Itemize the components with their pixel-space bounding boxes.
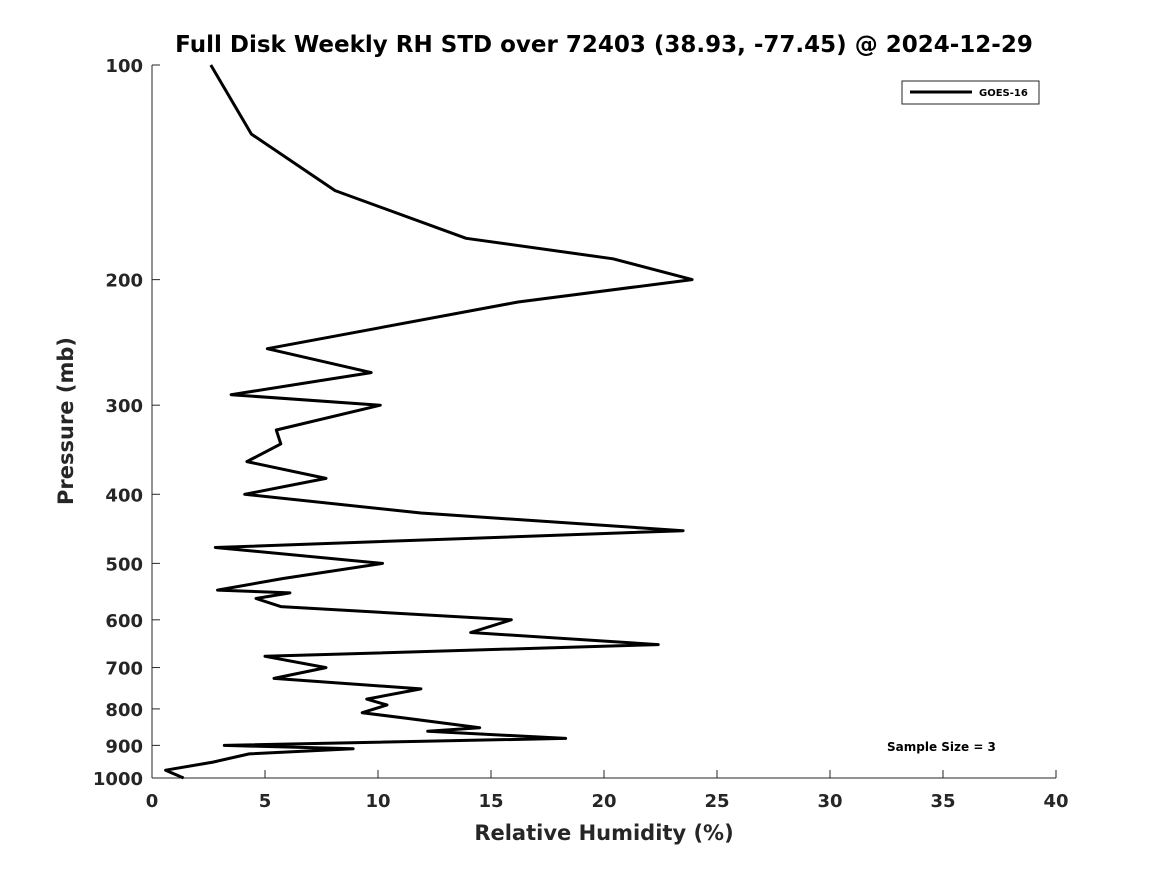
chart-title: Full Disk Weekly RH STD over 72403 (38.9… — [175, 32, 1033, 58]
y-tick-label: 300 — [105, 396, 143, 417]
series-line-goes-16 — [164, 64, 694, 780]
legend-entry-goes-16: GOES-16 — [979, 88, 1028, 99]
x-tick-label: 15 — [478, 791, 503, 812]
y-tick-label: 100 — [105, 56, 143, 77]
x-tick-label: 20 — [591, 791, 616, 812]
y-axis-label: Pressure (mb) — [54, 337, 78, 505]
x-tick-label: 0 — [146, 791, 159, 812]
y-tick-label: 800 — [105, 700, 143, 721]
y-tick-label: 700 — [105, 659, 143, 680]
legend: GOES-16 — [901, 80, 1040, 105]
x-axis-label: Relative Humidity (%) — [474, 821, 733, 845]
x-tick-label: 35 — [930, 791, 955, 812]
y-tick-label: 400 — [105, 485, 143, 506]
y-axis-ticks: 100 200 300 400 500 600 700 800 900 1000 — [93, 56, 160, 790]
y-tick-label: 500 — [105, 554, 143, 575]
y-tick-label: 1000 — [93, 769, 143, 790]
y-tick-label: 600 — [105, 611, 143, 632]
y-tick-label: 900 — [105, 736, 143, 757]
y-tick-label: 200 — [105, 271, 143, 292]
x-tick-label: 5 — [259, 791, 272, 812]
x-tick-label: 25 — [704, 791, 729, 812]
sample-size-annotation: Sample Size = 3 — [887, 740, 996, 754]
plot-frame — [152, 65, 1056, 778]
x-tick-label: 10 — [365, 791, 390, 812]
x-axis-ticks: 0 5 10 15 20 25 30 35 40 — [146, 770, 1069, 812]
x-tick-label: 30 — [817, 791, 842, 812]
x-tick-label: 40 — [1043, 791, 1068, 812]
